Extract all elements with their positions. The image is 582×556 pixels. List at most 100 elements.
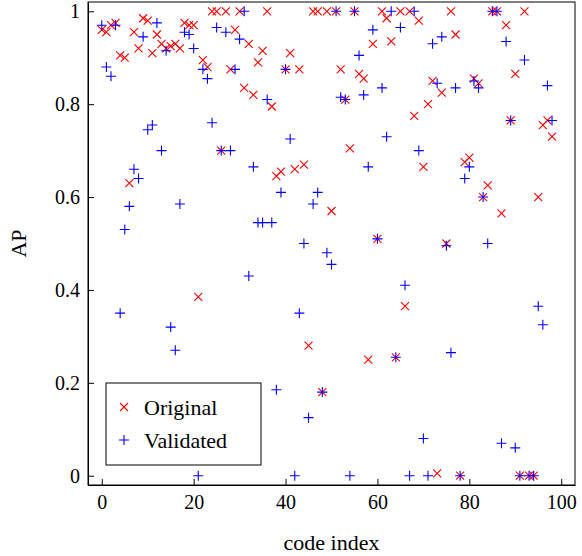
point xyxy=(377,83,387,93)
tick: 0.4 xyxy=(55,279,94,301)
point xyxy=(372,234,382,244)
tick-label: 0 xyxy=(70,465,80,487)
point xyxy=(143,125,153,135)
point xyxy=(506,115,516,125)
point xyxy=(153,31,161,39)
point xyxy=(106,71,116,81)
point xyxy=(285,134,295,144)
point xyxy=(534,193,542,201)
point xyxy=(332,7,340,15)
point xyxy=(157,146,167,156)
point xyxy=(469,76,479,86)
tick-label: 40 xyxy=(276,491,296,513)
point xyxy=(386,6,396,16)
tick: 40 xyxy=(276,479,296,513)
tick-mark xyxy=(194,479,195,485)
point xyxy=(240,84,248,92)
point xyxy=(179,27,189,37)
point xyxy=(299,239,309,249)
tick-mark xyxy=(469,479,470,485)
point xyxy=(529,471,539,481)
point xyxy=(199,56,207,64)
point xyxy=(221,27,231,37)
point xyxy=(309,7,317,15)
points xyxy=(97,6,557,480)
point xyxy=(147,120,157,130)
y-axis: 00.20.40.60.81 xyxy=(55,0,94,486)
point xyxy=(322,248,332,258)
point xyxy=(511,70,519,78)
point xyxy=(314,7,322,15)
tick-label: 0.2 xyxy=(55,372,80,394)
point xyxy=(474,83,484,93)
point xyxy=(400,280,410,290)
point xyxy=(327,259,337,269)
point xyxy=(336,92,346,102)
tick-mark xyxy=(88,476,94,477)
point xyxy=(340,95,350,105)
point xyxy=(465,154,473,162)
point xyxy=(346,144,354,152)
point xyxy=(111,20,121,30)
point xyxy=(396,7,404,15)
point xyxy=(451,83,461,93)
point xyxy=(337,65,345,73)
point xyxy=(360,75,368,83)
axis-line xyxy=(88,3,89,486)
tick-mark xyxy=(88,383,94,384)
legend-marker xyxy=(119,435,129,445)
point xyxy=(415,17,423,25)
point xyxy=(124,201,134,211)
point xyxy=(130,28,138,36)
point xyxy=(135,44,143,52)
point xyxy=(493,7,501,15)
series xyxy=(97,6,557,480)
tick-mark xyxy=(561,479,562,485)
point xyxy=(193,471,203,481)
point xyxy=(368,25,378,35)
point xyxy=(478,192,488,202)
point xyxy=(282,65,290,73)
point xyxy=(166,322,176,332)
point xyxy=(290,471,300,481)
point xyxy=(484,181,492,189)
point xyxy=(134,173,144,183)
point xyxy=(291,165,299,173)
point xyxy=(202,74,212,84)
point xyxy=(446,348,456,358)
tick: 0 xyxy=(70,465,94,487)
chart: 02040608010000.20.40.60.81OriginalValida… xyxy=(0,0,582,556)
point xyxy=(548,133,556,141)
point xyxy=(198,64,208,74)
tick-label: 0 xyxy=(97,491,107,513)
point xyxy=(373,235,381,243)
point xyxy=(276,187,286,197)
point xyxy=(207,118,217,128)
point xyxy=(263,7,271,15)
point xyxy=(502,21,510,29)
tick-label: 80 xyxy=(460,491,480,513)
x-axis: 020406080100 xyxy=(89,479,577,513)
point xyxy=(189,43,199,53)
point xyxy=(410,112,418,120)
point xyxy=(212,23,222,33)
point xyxy=(120,225,130,235)
point xyxy=(148,49,156,57)
point xyxy=(281,64,291,74)
point xyxy=(230,64,240,74)
point xyxy=(97,20,107,30)
point xyxy=(213,7,221,15)
tick-label: 0.6 xyxy=(55,186,80,208)
point xyxy=(286,49,294,57)
point xyxy=(313,187,323,197)
point xyxy=(542,81,552,91)
point xyxy=(363,162,373,172)
point xyxy=(438,89,446,97)
point xyxy=(101,62,111,72)
point xyxy=(452,31,460,39)
point xyxy=(225,146,235,156)
point xyxy=(222,7,230,15)
point xyxy=(483,239,493,249)
point xyxy=(441,241,451,251)
tick: 80 xyxy=(460,479,480,513)
